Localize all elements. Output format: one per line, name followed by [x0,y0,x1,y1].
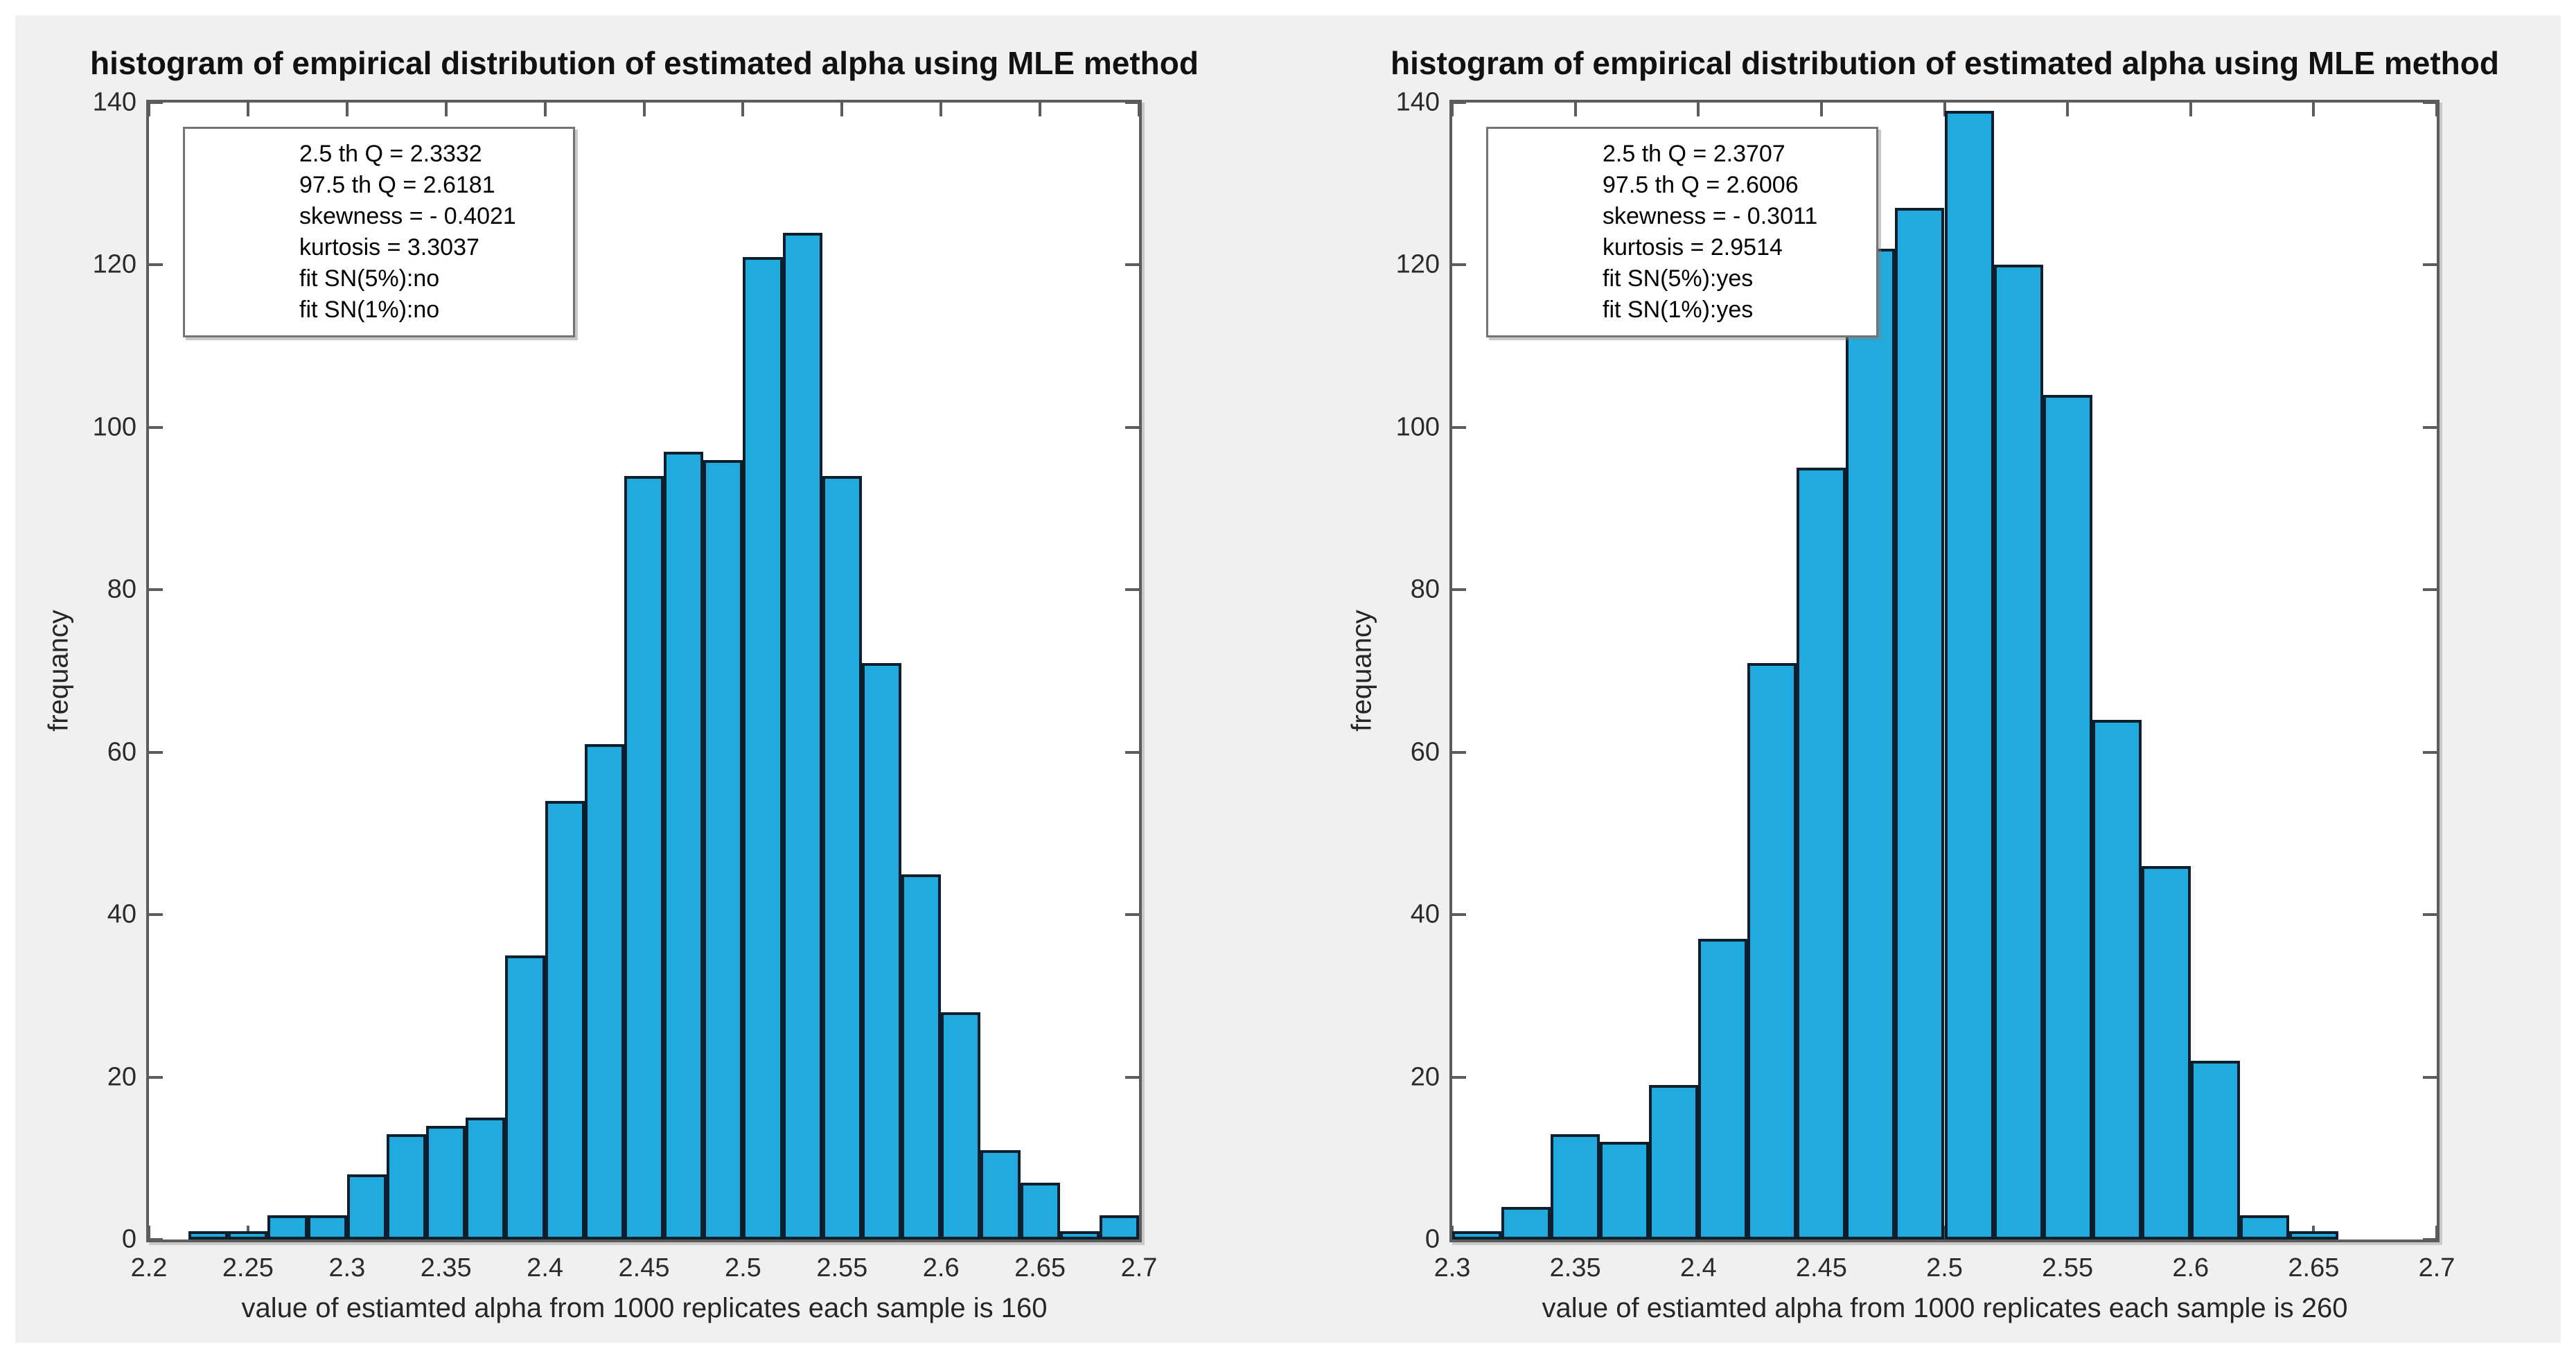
figure-background [15,15,2561,1343]
